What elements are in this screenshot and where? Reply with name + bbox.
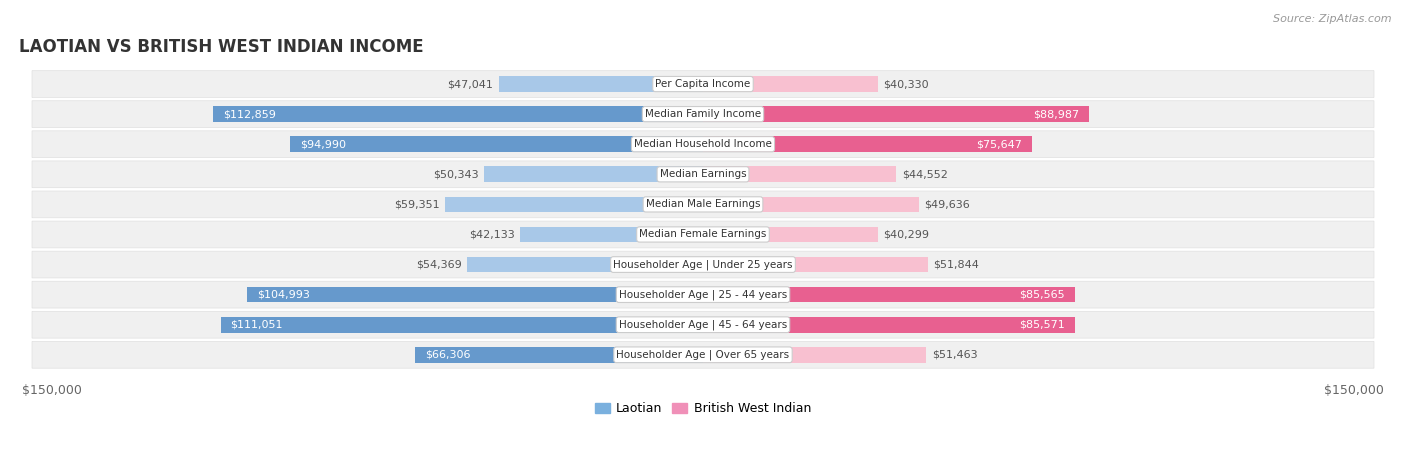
Bar <box>520 226 703 242</box>
Text: $54,369: $54,369 <box>416 260 461 269</box>
Text: $112,859: $112,859 <box>222 109 276 119</box>
Bar <box>703 347 927 362</box>
FancyBboxPatch shape <box>32 251 1374 278</box>
Text: $51,463: $51,463 <box>932 350 977 360</box>
FancyBboxPatch shape <box>32 161 1374 188</box>
Text: Median Family Income: Median Family Income <box>645 109 761 119</box>
Text: $44,552: $44,552 <box>901 170 948 179</box>
Text: Householder Age | 25 - 44 years: Householder Age | 25 - 44 years <box>619 290 787 300</box>
FancyBboxPatch shape <box>32 311 1374 338</box>
Text: $85,571: $85,571 <box>1019 320 1064 330</box>
Text: $75,647: $75,647 <box>976 139 1022 149</box>
Bar <box>484 166 703 182</box>
FancyBboxPatch shape <box>32 131 1374 157</box>
Bar <box>499 76 703 92</box>
Bar <box>467 257 703 272</box>
Text: $85,565: $85,565 <box>1019 290 1064 300</box>
Text: Source: ZipAtlas.com: Source: ZipAtlas.com <box>1274 14 1392 24</box>
Text: $59,351: $59,351 <box>395 199 440 209</box>
FancyBboxPatch shape <box>32 101 1374 127</box>
Bar <box>703 106 1090 122</box>
Text: Median Male Earnings: Median Male Earnings <box>645 199 761 209</box>
Bar <box>703 76 879 92</box>
Text: Householder Age | 45 - 64 years: Householder Age | 45 - 64 years <box>619 319 787 330</box>
Bar <box>291 136 703 152</box>
FancyBboxPatch shape <box>32 281 1374 308</box>
Bar <box>703 166 897 182</box>
FancyBboxPatch shape <box>32 221 1374 248</box>
Bar <box>703 287 1074 303</box>
Bar <box>703 136 1032 152</box>
Bar <box>703 226 877 242</box>
Text: Householder Age | Under 25 years: Householder Age | Under 25 years <box>613 259 793 270</box>
Text: $51,844: $51,844 <box>934 260 979 269</box>
Text: $49,636: $49,636 <box>924 199 970 209</box>
Bar <box>703 317 1074 333</box>
Bar <box>703 257 928 272</box>
Text: $40,299: $40,299 <box>883 229 929 240</box>
Bar <box>247 287 703 303</box>
Text: Median Earnings: Median Earnings <box>659 170 747 179</box>
FancyBboxPatch shape <box>32 191 1374 218</box>
Bar <box>212 106 703 122</box>
Bar <box>703 197 918 212</box>
Text: $40,330: $40,330 <box>883 79 929 89</box>
Legend: Laotian, British West Indian: Laotian, British West Indian <box>591 397 815 420</box>
Text: $88,987: $88,987 <box>1033 109 1080 119</box>
Text: $111,051: $111,051 <box>231 320 283 330</box>
Text: $42,133: $42,133 <box>470 229 515 240</box>
Text: Median Female Earnings: Median Female Earnings <box>640 229 766 240</box>
FancyBboxPatch shape <box>32 341 1374 368</box>
Bar <box>415 347 703 362</box>
Text: Per Capita Income: Per Capita Income <box>655 79 751 89</box>
Text: $50,343: $50,343 <box>433 170 479 179</box>
Text: $66,306: $66,306 <box>425 350 471 360</box>
Text: Householder Age | Over 65 years: Householder Age | Over 65 years <box>616 350 790 360</box>
Text: Median Household Income: Median Household Income <box>634 139 772 149</box>
Text: LAOTIAN VS BRITISH WEST INDIAN INCOME: LAOTIAN VS BRITISH WEST INDIAN INCOME <box>20 38 423 57</box>
Text: $94,990: $94,990 <box>301 139 346 149</box>
Text: $47,041: $47,041 <box>447 79 494 89</box>
Text: $104,993: $104,993 <box>257 290 309 300</box>
Bar <box>221 317 703 333</box>
FancyBboxPatch shape <box>32 71 1374 98</box>
Bar <box>446 197 703 212</box>
